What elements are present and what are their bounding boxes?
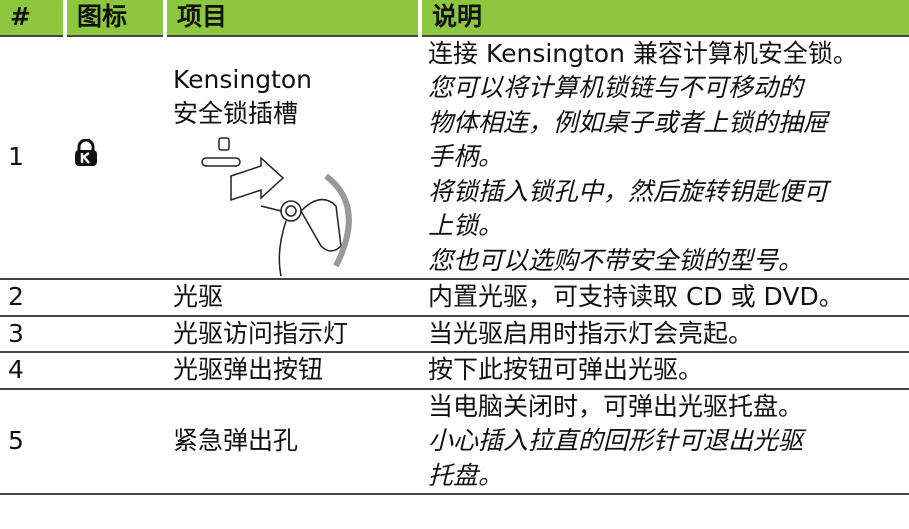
description-cell: 当光驱启用时指示灯会亮起。	[420, 315, 909, 353]
table-row: 5 紧急弹出孔 当电脑关闭时，可弹出光驱托盘。 小心插入拉直的回形针可退出光驱 托盘。	[0, 388, 909, 495]
item-cell: 光驱弹出按钮	[165, 352, 420, 390]
icon-cell	[65, 279, 165, 317]
item-cell: 光驱访问指示灯	[165, 315, 420, 353]
description-cell: 当电脑关闭时，可弹出光驱托盘。 小心插入拉直的回形针可退出光驱 托盘。	[420, 388, 909, 495]
description-cell: 连接 Kensington 兼容计算机安全锁。 您可以将计算机锁链与不可移动的 物体…	[420, 35, 909, 280]
row-number: 2	[0, 279, 65, 317]
icon-cell	[65, 35, 165, 280]
lock-illustration	[201, 136, 352, 276]
note-text: 您也可以选购不带安全锁的型号。	[428, 245, 804, 275]
column-header: 说明	[420, 0, 909, 37]
note-text: 上锁。	[428, 211, 504, 240]
table-row: 4 光驱弹出按钮 按下此按钮可弹出光驱。	[0, 352, 909, 390]
item-cell: 紧急弹出孔	[165, 388, 420, 495]
item-text line: 紧急弹出孔	[173, 426, 299, 455]
table-body: 1 Kensington 安全锁插槽 连接 Kensington 兼容计算机安全锁。您…	[0, 35, 909, 495]
spec-table: # 图标 项目 说明 1 Kensington 安全锁插槽 连接 Kensington 兼容…	[0, 0, 909, 495]
item-text line: 光驱	[173, 282, 224, 311]
column-header: 项目	[165, 0, 422, 37]
note-text: 将锁插入锁孔中，然后旋转钥匙便可	[428, 176, 829, 206]
row-number: 4	[0, 352, 65, 390]
header-row: # 图标 项目 说明	[0, 0, 909, 37]
column-header: #	[0, 0, 67, 37]
note-text: 小心插入拉直的回形针可退出光驱	[428, 426, 804, 455]
description-text: 连接 Kensington 兼容计算机安全锁。	[428, 38, 858, 68]
table-row: 3 光驱访问指示灯 当光驱启用时指示灯会亮起。	[0, 315, 909, 353]
note-text: 物体相连，例如桌子或者上锁的抽屉	[428, 107, 829, 137]
description-text: 当电脑关闭时，可弹出光驱托盘。	[428, 391, 804, 421]
item-text line: 安全锁插槽	[173, 99, 299, 128]
item-cell: Kensington 安全锁插槽	[165, 35, 420, 280]
icon-cell	[65, 388, 165, 495]
description-text: 内置光驱，可支持读取 CD 或 DVD。	[428, 282, 844, 311]
row-number: 3	[0, 315, 65, 353]
item-text line: 光驱弹出按钮	[173, 355, 324, 384]
icon-cell	[65, 352, 165, 390]
item-text line: Kensington	[173, 64, 313, 94]
icon-cell	[65, 315, 165, 353]
note-text: 您可以将计算机锁链与不可移动的	[428, 73, 804, 102]
table-row: 2 光驱 内置光驱，可支持读取 CD 或 DVD。	[0, 279, 909, 317]
note-text: 手柄。	[428, 142, 504, 171]
column-header: 图标	[65, 0, 167, 37]
description-text: 按下此按钮可弹出光驱。	[428, 355, 704, 384]
description-cell: 内置光驱，可支持读取 CD 或 DVD。	[420, 279, 909, 317]
item-cell: 光驱	[165, 279, 420, 317]
item-text line: 光驱访问指示灯	[173, 318, 349, 348]
lock-icon	[75, 138, 97, 166]
description-cell: 按下此按钮可弹出光驱。	[420, 352, 909, 390]
row-number: 1	[0, 35, 65, 280]
description-text: 当光驱启用时指示灯会亮起。	[428, 318, 754, 348]
note-text: 托盘。	[428, 460, 504, 490]
table-row: 1 Kensington 安全锁插槽 连接 Kensington 兼容计算机安全锁。您…	[0, 35, 909, 280]
row-number: 5	[0, 388, 65, 495]
